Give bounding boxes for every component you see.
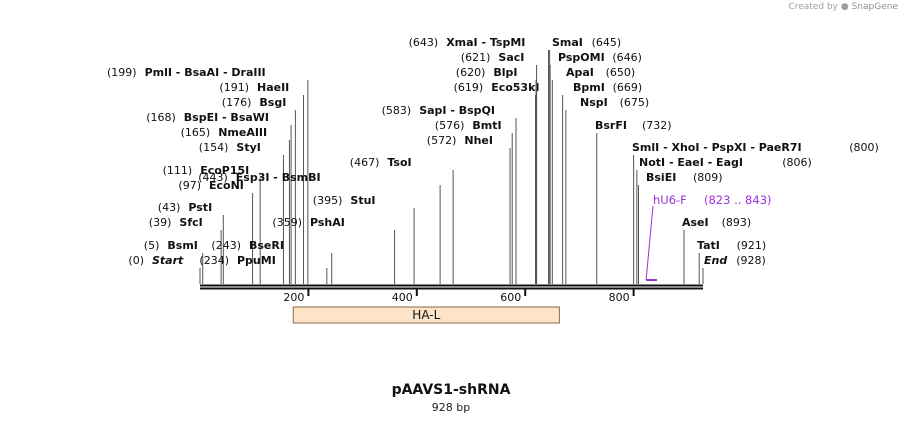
site-name-nhei: NheI	[464, 134, 493, 147]
site-name-apai: ApaI	[566, 66, 594, 79]
site-name-ppumi: PpuMI	[237, 254, 276, 267]
site-position-pspomi: (646)	[612, 51, 642, 64]
plasmid-name: pAAVS1-shRNA	[391, 382, 511, 398]
site-name-bmti: BmtI	[472, 119, 501, 132]
site-name-haeii: HaeII	[257, 81, 289, 94]
site-position-ppumi: (234)	[199, 254, 229, 267]
site-position-eco53ki: (619)	[454, 81, 484, 94]
site-position-stui: (395)	[313, 194, 343, 207]
ruler-tick-label: 400	[392, 291, 413, 304]
site-position-bseri: (243)	[211, 239, 241, 252]
site-position-ecop15i: (111)	[163, 164, 193, 177]
site-position-psti: (43)	[158, 201, 181, 214]
site-position-bspei-bsawi: (168)	[146, 111, 176, 124]
site-name-bpmi: BpmI	[573, 81, 605, 94]
site-position-smli-xhoi-pspxi-paer7i: (800)	[849, 141, 879, 154]
site-name-tsoi: TsoI	[387, 156, 411, 169]
site-name-smai: SmaI	[552, 36, 583, 49]
site-name-bsiei: BsiEI	[646, 171, 676, 184]
site-name-bsrfi: BsrFI	[595, 119, 627, 132]
site-name-sfci: SfcI	[179, 216, 202, 229]
ruler-tick-label: 600	[500, 291, 521, 304]
site-name-ecop15i: EcoP15I	[200, 164, 249, 177]
site-position-pmli-bsaai-draiii: (199)	[107, 66, 137, 79]
site-position-nhei: (572)	[427, 134, 457, 147]
site-position-econi: (97)	[178, 179, 201, 192]
site-name-asei: AseI	[682, 216, 709, 229]
site-name-econi: EcoNI	[209, 179, 244, 192]
site-name-bsgi: BsgI	[259, 96, 286, 109]
site-position-bsiei: (809)	[693, 171, 723, 184]
site-name-xmai-tspmi: XmaI - TspMI	[446, 36, 525, 49]
site-position-noti-eaei-eagi: (806)	[782, 156, 812, 169]
site-position-styi: (154)	[199, 141, 229, 154]
site-position-nspi: (675)	[620, 96, 650, 109]
site-name-psti: PstI	[188, 201, 212, 214]
primer-leader-hu6-f	[645, 205, 654, 281]
site-position-apai: (650)	[606, 66, 636, 79]
site-name-pshai: PshAI	[310, 216, 345, 229]
site-position-pshai: (359)	[272, 216, 302, 229]
site-position-bmti: (576)	[435, 119, 465, 132]
site-position-saci: (621)	[461, 51, 491, 64]
credit-prefix: Created by	[788, 2, 838, 12]
site-position-nmeaiii: (165)	[181, 126, 211, 139]
site-position-smai: (645)	[592, 36, 622, 49]
site-position-tsoi: (467)	[350, 156, 380, 169]
site-name-pmli-bsaai-draiii: PmlI - BsaAI - DraIII	[145, 66, 266, 79]
site-position-asei: (893)	[722, 216, 752, 229]
plasmid-length: 928 bp	[431, 401, 471, 414]
snapgene-logo-icon: ●	[840, 2, 849, 12]
site-position-end: (928)	[736, 254, 766, 267]
ruler-tick-label: 200	[283, 291, 304, 304]
site-position-sapi-bspqi: (583)	[382, 104, 412, 117]
site-name-eco53ki: Eco53kI	[491, 81, 539, 94]
site-position-bsgi: (176)	[222, 96, 252, 109]
site-name-start: Start	[152, 254, 184, 267]
site-name-smli-xhoi-pspxi-paer7i: SmlI - XhoI - PspXI - PaeR7I	[632, 141, 802, 154]
site-position-esp3i-bsmbi: (443)	[198, 171, 228, 184]
primer-range-hu6-f: (823 .. 843)	[704, 193, 772, 207]
site-name-bspei-bsawi: BspEI - BsaWI	[184, 111, 269, 124]
credit-brand: SnapGene	[851, 2, 898, 12]
site-position-tati: (921)	[737, 239, 767, 252]
site-name-bsmi: BsmI	[167, 239, 198, 252]
site-name-noti-eaei-eagi: NotI - EaeI - EagI	[639, 156, 743, 169]
site-name-sapi-bspqi: SapI - BspQI	[419, 104, 495, 117]
site-name-blpi: BlpI	[493, 66, 517, 79]
feature-label: HA-L	[412, 308, 440, 322]
site-name-styi: StyI	[236, 141, 260, 154]
site-position-bsmi: (5)	[144, 239, 160, 252]
site-position-start: (0)	[128, 254, 144, 267]
site-name-saci: SacI	[498, 51, 524, 64]
site-name-pspomi: PspOMI	[558, 51, 605, 64]
site-name-bseri: BseRI	[249, 239, 284, 252]
feature-ha-l[interactable]	[292, 306, 560, 324]
site-position-bpmi: (669)	[613, 81, 643, 94]
site-name-nspi: NspI	[580, 96, 608, 109]
snapgene-credit: Created by ● SnapGene	[788, 2, 898, 12]
site-name-esp3i-bsmbi: Esp3I - BsmBI	[236, 171, 321, 184]
primer-name-hu6-f: hU6-F	[653, 193, 687, 207]
site-position-blpi: (620)	[456, 66, 486, 79]
site-name-nmeaiii: NmeAIII	[218, 126, 267, 139]
site-name-stui: StuI	[350, 194, 375, 207]
ruler-tick-label: 800	[609, 291, 630, 304]
site-position-xmai-tspmi: (643)	[409, 36, 439, 49]
site-position-sfci: (39)	[149, 216, 172, 229]
site-position-bsrfi: (732)	[642, 119, 672, 132]
site-name-tati: TatI	[697, 239, 720, 252]
site-name-end: End	[704, 254, 727, 267]
site-position-haeii: (191)	[219, 81, 249, 94]
